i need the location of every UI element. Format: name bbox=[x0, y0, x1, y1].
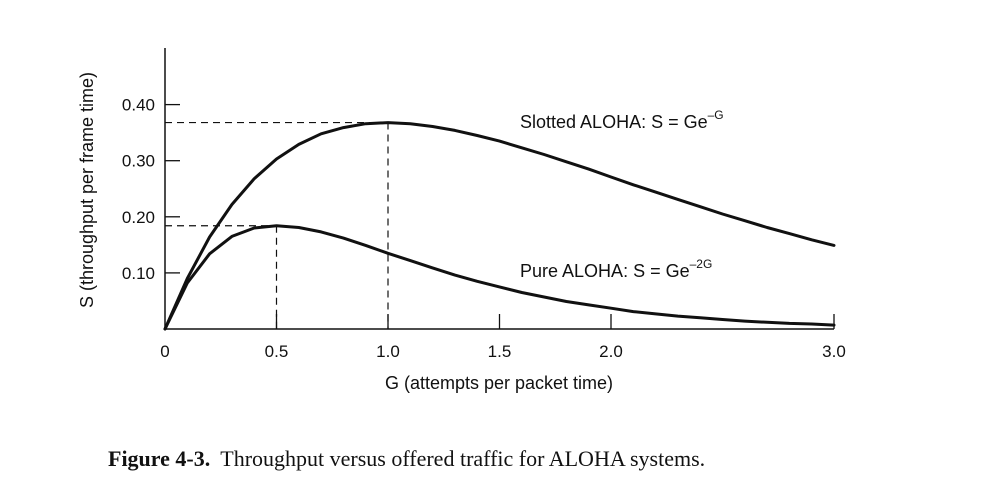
pure-aloha-name: Pure ALOHA bbox=[520, 261, 623, 281]
slotted-aloha-curve bbox=[163, 121, 836, 331]
x-ticks: 0 0.5 1.0 1.5 2.0 3.0 bbox=[160, 314, 846, 361]
pure-aloha-exponent: –2G bbox=[690, 257, 713, 271]
y-ticks: 0.10 0.20 0.30 0.40 bbox=[122, 96, 180, 283]
slotted-aloha-name: Slotted ALOHA bbox=[520, 112, 641, 132]
y-tick-label: 0.40 bbox=[122, 96, 155, 115]
x-tick-label: 1.0 bbox=[376, 342, 400, 361]
figure-number: Figure 4-3. bbox=[108, 446, 211, 471]
x-tick-label: 0 bbox=[160, 342, 169, 361]
x-tick-label: 3.0 bbox=[822, 342, 846, 361]
x-axis-label: G (attempts per packet time) bbox=[385, 373, 613, 393]
slotted-aloha-formula: S = Ge bbox=[651, 112, 708, 132]
y-tick-label: 0.30 bbox=[122, 152, 155, 171]
pure-aloha-label: Pure ALOHA: S = Ge–2G bbox=[520, 257, 712, 281]
slotted-aloha-label: Slotted ALOHA: S = Ge–G bbox=[520, 108, 724, 132]
pure-aloha-curve bbox=[163, 224, 836, 331]
aloha-throughput-chart: 0 0.5 1.0 1.5 2.0 3.0 0.10 0.20 0.30 0.40 G (att… bbox=[77, 48, 846, 393]
pure-aloha-formula: S = Ge bbox=[633, 261, 690, 281]
curves bbox=[163, 121, 836, 331]
reference-lines bbox=[165, 121, 389, 329]
figure-caption-text: Throughput versus offered traffic for AL… bbox=[220, 446, 706, 471]
y-tick-label: 0.10 bbox=[122, 264, 155, 283]
y-axis-label: S (throughput per frame time) bbox=[77, 72, 97, 308]
slotted-aloha-exponent: –G bbox=[708, 108, 724, 122]
y-tick-label: 0.20 bbox=[122, 208, 155, 227]
x-tick-label: 1.5 bbox=[488, 342, 512, 361]
x-tick-label: 2.0 bbox=[599, 342, 623, 361]
figure-caption: Figure 4-3. Throughput versus offered tra… bbox=[108, 446, 705, 472]
x-tick-label: 0.5 bbox=[265, 342, 289, 361]
